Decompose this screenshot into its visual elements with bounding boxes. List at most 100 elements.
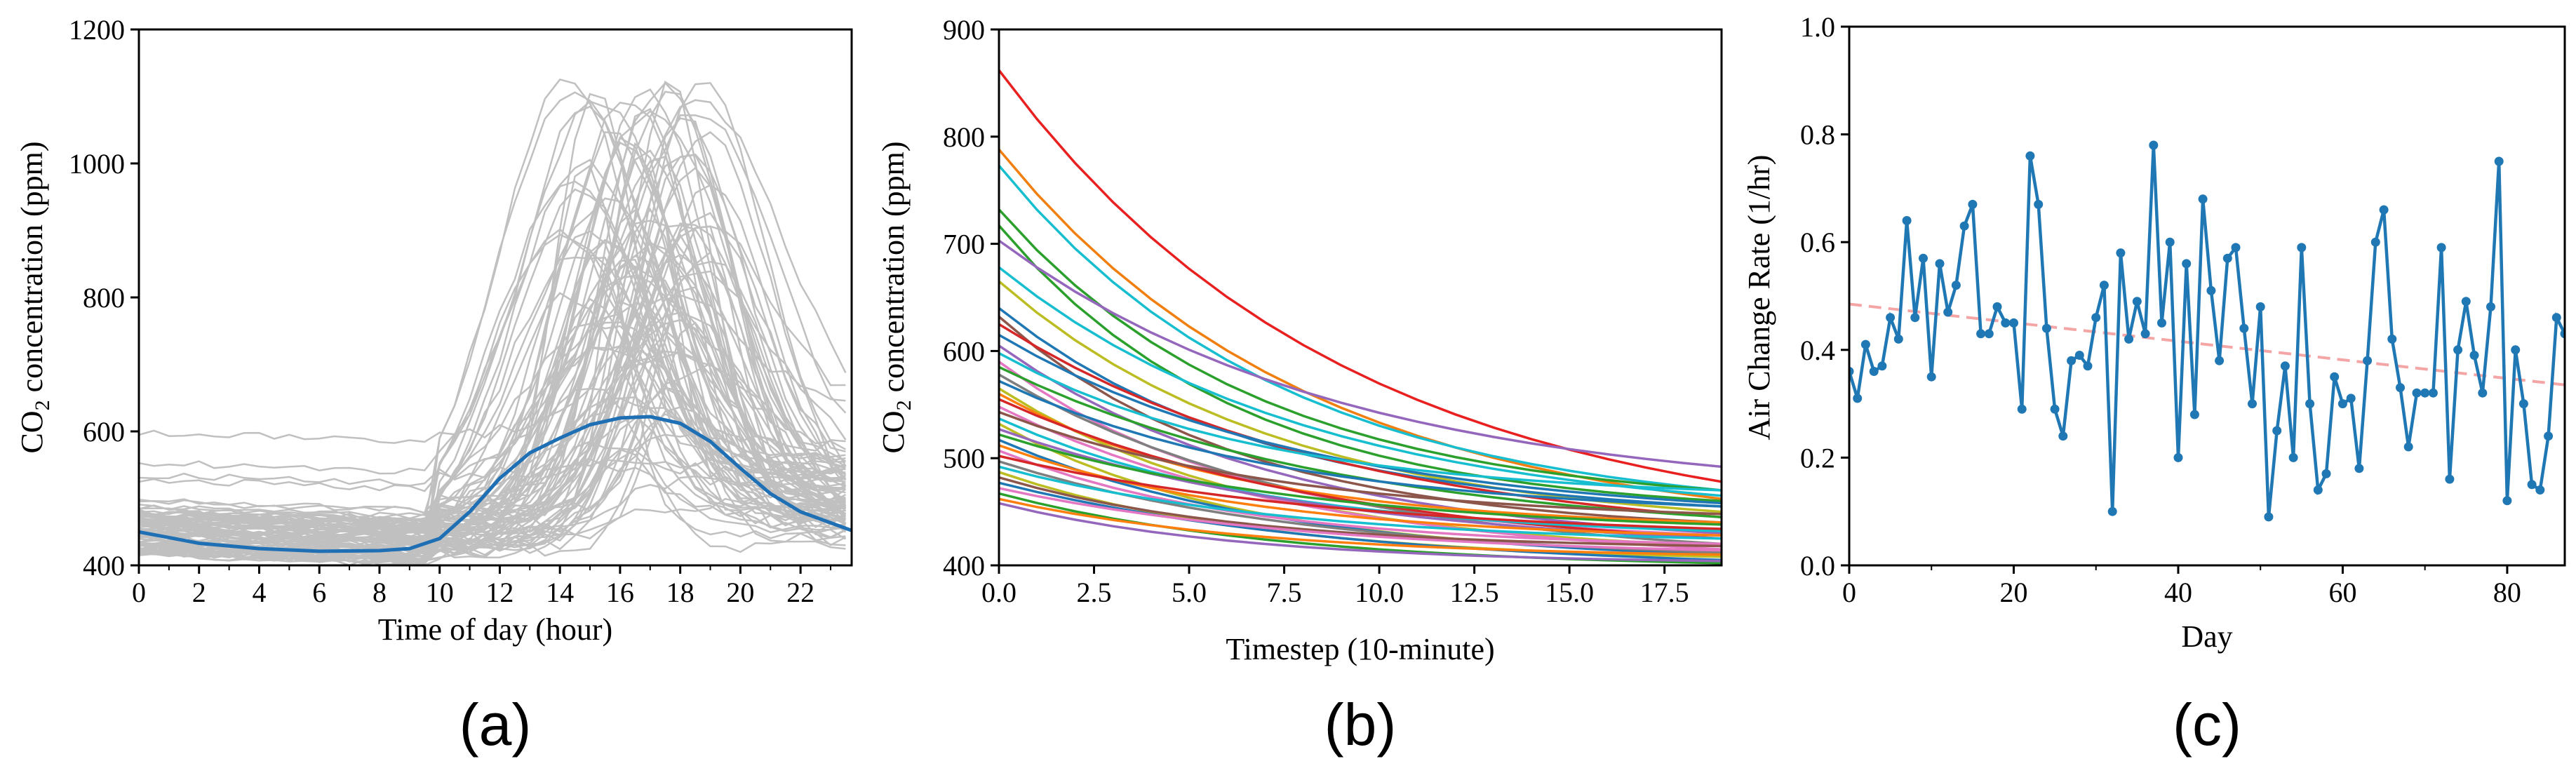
c-data-point [2321, 469, 2331, 478]
c-x-tick-label: 80 [2493, 577, 2521, 608]
a-background-profile [139, 81, 847, 552]
a-background-profile [139, 362, 847, 558]
b-decay-series [999, 323, 1722, 518]
c-panel-label: (c) [2173, 692, 2241, 758]
b-y-axis-label-main: CO [876, 410, 911, 453]
a-plot-area [139, 78, 852, 565]
c-data-point [2009, 318, 2018, 328]
c-data-point [1926, 372, 1936, 382]
b-x-tick-label: 5.0 [1172, 577, 1207, 608]
c-data-point [2544, 431, 2554, 441]
c-data-point [1860, 339, 1870, 349]
c-data-point [1849, 367, 1854, 376]
c-data-point [2264, 512, 2274, 522]
a-background-profile [139, 475, 846, 565]
a-background-profile [139, 188, 847, 552]
c-y-ticks: 0.0 0.2 0.4 0.6 0.8 1.0 [1800, 11, 1849, 581]
b-decay-series [999, 148, 1722, 501]
c-data-point [2091, 313, 2101, 323]
c-data-point [2486, 302, 2495, 311]
c-data-point [2527, 480, 2537, 490]
a-y-tick-label: 800 [83, 282, 125, 314]
b-plot-area [999, 69, 1722, 565]
c-data-point [2551, 313, 2561, 323]
c-axes-frame [1848, 25, 2566, 567]
a-x-tick-label: 6 [312, 577, 326, 608]
b-decay-series [999, 481, 1722, 562]
panel-b: 0.0 2.5 5.0 7.5 10.0 12.5 15.0 17.5 400 500 600 70… [876, 14, 1723, 758]
c-data-point [2478, 388, 2488, 398]
b-y-axis-label-sub: 2 [892, 400, 915, 410]
c-data-point [2149, 140, 2159, 150]
a-y-tick-label: 400 [83, 550, 125, 581]
a-background-profile [139, 99, 847, 492]
c-data-point [2173, 452, 2183, 462]
c-data-point [2074, 351, 2084, 360]
c-plot-area [1849, 140, 2565, 522]
a-x-tick-label: 16 [606, 577, 634, 608]
b-x-tick-label: 7.5 [1267, 577, 1302, 608]
a-background-profile [139, 105, 846, 475]
c-data-point [1976, 329, 1986, 339]
b-x-tick-label: 2.5 [1077, 577, 1112, 608]
b-y-tick-label: 900 [943, 14, 985, 46]
b-x-tick-label: 12.5 [1450, 577, 1499, 608]
b-decay-series [999, 224, 1722, 503]
c-data-point [2502, 496, 2512, 506]
b-decay-series [999, 410, 1722, 516]
a-y-tick-label: 1200 [69, 14, 125, 46]
c-data-point [2387, 334, 2397, 344]
c-data-point [2116, 248, 2126, 258]
b-x-tick-label: 15.0 [1545, 577, 1594, 608]
c-data-point [2330, 372, 2340, 382]
b-y-axis-label-rest: concentration (ppm) [876, 141, 911, 400]
c-data-point [2041, 323, 2051, 333]
c-data-point [2215, 356, 2225, 365]
c-data-point [1959, 221, 1969, 231]
c-x-ticks: 0 20 40 60 80 [1842, 565, 2521, 608]
c-data-point [1910, 313, 1920, 323]
c-data-point [2206, 285, 2216, 295]
c-data-point [2067, 356, 2077, 365]
c-data-point [1935, 259, 1945, 269]
c-data-point [2198, 194, 2208, 204]
c-data-point [1984, 329, 1994, 339]
a-x-tick-label: 8 [373, 577, 387, 608]
b-decay-series [999, 164, 1722, 492]
b-y-ticks: 400 500 600 700 800 900 [943, 14, 999, 581]
b-x-tick-label: 10.0 [1355, 577, 1404, 608]
b-x-ticks: 0.0 2.5 5.0 7.5 10.0 12.5 15.0 17.5 [981, 565, 1689, 608]
a-background-profile [139, 350, 847, 523]
c-x-tick-label: 0 [1842, 577, 1856, 608]
b-y-tick-label: 800 [943, 121, 985, 153]
a-x-tick-label: 12 [485, 577, 514, 608]
a-x-tick-label: 14 [546, 577, 574, 608]
b-y-tick-label: 600 [943, 335, 985, 367]
a-y-axis-label-main: CO [15, 410, 49, 453]
c-data-point [2363, 356, 2373, 365]
a-background-profile [139, 292, 846, 565]
a-background-profile [139, 321, 846, 551]
panel-a: 0 2 4 6 8 10 12 14 16 18 20 22 400 600 800 1000 1200 Ti… [15, 14, 853, 758]
b-y-axis-label: CO2 concentration (ppm) [876, 141, 915, 453]
c-air-change-line [1849, 144, 2565, 518]
b-y-tick-label: 500 [943, 443, 985, 474]
b-decay-series [999, 487, 1722, 552]
c-data-point [2453, 345, 2463, 355]
b-decay-series [999, 476, 1722, 548]
c-data-point [2099, 281, 2109, 290]
c-data-point [2297, 243, 2307, 253]
b-y-tick-label: 400 [943, 550, 985, 581]
c-data-point [2428, 388, 2438, 398]
a-background-profile [139, 149, 846, 520]
c-data-point [2107, 506, 2117, 516]
c-data-point [2182, 259, 2192, 269]
b-y-tick-label: 700 [943, 229, 985, 260]
a-mean-line [139, 415, 852, 553]
b-decay-series [999, 502, 1722, 563]
c-data-point [2445, 474, 2455, 484]
c-data-point [2511, 345, 2521, 355]
a-y-ticks: 400 600 800 1000 1200 [69, 14, 139, 581]
b-decay-series [999, 316, 1722, 524]
b-decay-series [999, 351, 1722, 492]
